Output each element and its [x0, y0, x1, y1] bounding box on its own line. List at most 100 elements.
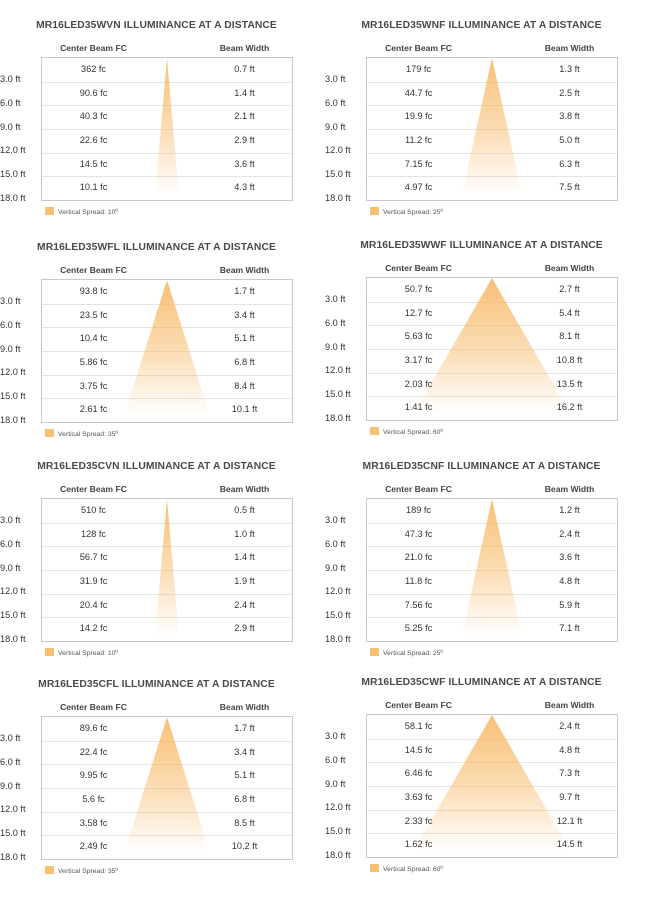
column-header-center-beam-fc: Center Beam FC [385, 484, 452, 494]
legend-swatch [45, 648, 54, 656]
distance-label: 9.0 ft [0, 343, 21, 354]
distance-label: 12.0 ft [0, 367, 26, 378]
distance-label: 18.0 ft [0, 851, 26, 862]
center-beam-fc-value: 22.4 fc [79, 746, 108, 757]
beam-chart-area [366, 277, 618, 421]
panel-title: MR16LED35WVN ILLUMINANCE AT A DISTANCE [36, 20, 277, 31]
illuminance-panel: MR16LED35WFL ILLUMINANCE AT A DISTANCE Ce… [0, 230, 313, 445]
center-beam-fc-value: 14.5 fc [79, 158, 108, 169]
beam-width-value: 7.3 ft [559, 768, 580, 779]
center-beam-fc-value: 5.86 fc [79, 356, 108, 367]
illuminance-panel: MR16LED35WWF ILLUMINANCE AT A DISTANCE Ce… [325, 228, 638, 443]
distance-label: 12.0 ft [0, 586, 26, 597]
center-beam-fc-value: 14.2 fc [79, 623, 108, 634]
beam-width-value: 3.4 ft [234, 746, 255, 757]
beam-cone [461, 499, 523, 635]
beam-width-value: 2.9 ft [234, 134, 255, 145]
beam-chart-area [366, 57, 618, 201]
center-beam-fc-value: 5.63 fc [404, 331, 433, 342]
beam-chart-area [366, 714, 618, 858]
beam-width-value: 9.7 ft [559, 791, 580, 802]
center-beam-fc-value: 3.58 fc [79, 817, 108, 828]
beam-width-value: 4.8 ft [559, 744, 580, 755]
distance-label: 15.0 ft [325, 388, 351, 399]
distance-label: 18.0 ft [325, 192, 351, 203]
distance-label: 6.0 ft [325, 754, 346, 765]
legend: Vertical Spread: 10º [45, 207, 118, 216]
distance-label: 9.0 ft [325, 562, 346, 573]
distance-label: 9.0 ft [325, 341, 346, 352]
distance-label: 18.0 ft [0, 414, 26, 425]
beam-width-value: 1.4 ft [234, 552, 255, 563]
beam-width-value: 8.1 ft [559, 331, 580, 342]
center-beam-fc-value: 31.9 fc [79, 575, 108, 586]
center-beam-fc-value: 20.4 fc [79, 599, 108, 610]
center-beam-fc-value: 58.1 fc [404, 720, 433, 731]
distance-label: 18.0 ft [325, 412, 351, 423]
beam-width-value: 16.2 ft [556, 402, 583, 413]
center-beam-fc-value: 5.6 fc [82, 793, 105, 804]
center-beam-fc-value: 3.17 fc [404, 354, 433, 365]
center-beam-fc-value: 2.03 fc [404, 378, 433, 389]
beam-width-value: 2.5 ft [559, 87, 580, 98]
illuminance-panel: MR16LED35CVN ILLUMINANCE AT A DISTANCE Ce… [0, 449, 313, 664]
legend-text: Vertical Spread: 60º [383, 429, 443, 436]
beam-width-value: 3.6 ft [559, 552, 580, 563]
beam-spread-triangle [461, 499, 523, 635]
distance-label: 3.0 ft [325, 294, 346, 305]
distance-label: 15.0 ft [0, 168, 26, 179]
distance-label: 15.0 ft [325, 168, 351, 179]
distance-label: 18.0 ft [325, 849, 351, 860]
column-header-center-beam-fc: Center Beam FC [385, 263, 452, 273]
column-header-beam-width: Beam Width [544, 484, 595, 494]
beam-chart-area [41, 716, 293, 860]
center-beam-fc-value: 2.33 fc [404, 815, 433, 826]
center-beam-fc-value: 44.7 fc [404, 87, 433, 98]
legend-text: Vertical Spread: 10º [58, 209, 118, 216]
center-beam-fc-value: 47.3 fc [404, 528, 433, 539]
legend-text: Vertical Spread: 25º [383, 209, 443, 216]
distance-label: 3.0 ft [0, 296, 21, 307]
beam-width-value: 7.5 ft [559, 182, 580, 193]
beam-cone [155, 499, 179, 635]
distance-label: 6.0 ft [0, 319, 21, 330]
panel-title: MR16LED35CVN ILLUMINANCE AT A DISTANCE [37, 461, 276, 472]
distance-label: 6.0 ft [0, 97, 21, 108]
beam-width-value: 1.0 ft [234, 528, 255, 539]
distance-label: 6.0 ft [0, 538, 21, 549]
illuminance-panel: MR16LED35WNF ILLUMINANCE AT A DISTANCE Ce… [325, 8, 638, 223]
distance-label: 3.0 ft [325, 74, 346, 85]
distance-label: 9.0 ft [0, 780, 21, 791]
legend: Vertical Spread: 60º [370, 427, 443, 436]
legend-swatch [370, 427, 379, 435]
beam-width-value: 2.7 ft [559, 283, 580, 294]
center-beam-fc-value: 10.4 fc [79, 333, 108, 344]
panel-title: MR16LED35CWF ILLUMINANCE AT A DISTANCE [361, 677, 602, 688]
distance-label: 6.0 ft [325, 317, 346, 328]
beam-width-value: 3.8 ft [559, 111, 580, 122]
panel-title: MR16LED35WNF ILLUMINANCE AT A DISTANCE [361, 20, 602, 31]
illuminance-panel: MR16LED35CNF ILLUMINANCE AT A DISTANCE Ce… [325, 449, 638, 664]
center-beam-fc-value: 362 fc [80, 63, 107, 74]
beam-width-value: 8.5 ft [234, 817, 255, 828]
center-beam-fc-value: 128 fc [80, 528, 107, 539]
center-beam-fc-value: 1.62 fc [404, 839, 433, 850]
legend-swatch [45, 429, 54, 437]
beam-cone [413, 715, 571, 851]
legend-swatch [45, 866, 54, 874]
center-beam-fc-value: 9.95 fc [79, 770, 108, 781]
center-beam-fc-value: 179 fc [405, 63, 432, 74]
panel-title: MR16LED35WFL ILLUMINANCE AT A DISTANCE [37, 242, 276, 253]
legend-text: Vertical Spread: 60º [383, 866, 443, 873]
center-beam-fc-value: 189 fc [405, 504, 432, 515]
beam-width-value: 2.4 ft [234, 599, 255, 610]
illuminance-panel: MR16LED35CFL ILLUMINANCE AT A DISTANCE Ce… [0, 667, 313, 882]
center-beam-fc-value: 1.41 fc [404, 402, 433, 413]
center-beam-fc-value: 6.46 fc [404, 768, 433, 779]
distance-label: 9.0 ft [325, 121, 346, 132]
distance-label: 3.0 ft [0, 74, 21, 85]
legend-text: Vertical Spread: 10º [58, 650, 118, 657]
center-beam-fc-value: 11.2 fc [405, 134, 432, 145]
beam-spread-triangle [461, 58, 523, 194]
center-beam-fc-value: 23.5 fc [79, 309, 108, 320]
